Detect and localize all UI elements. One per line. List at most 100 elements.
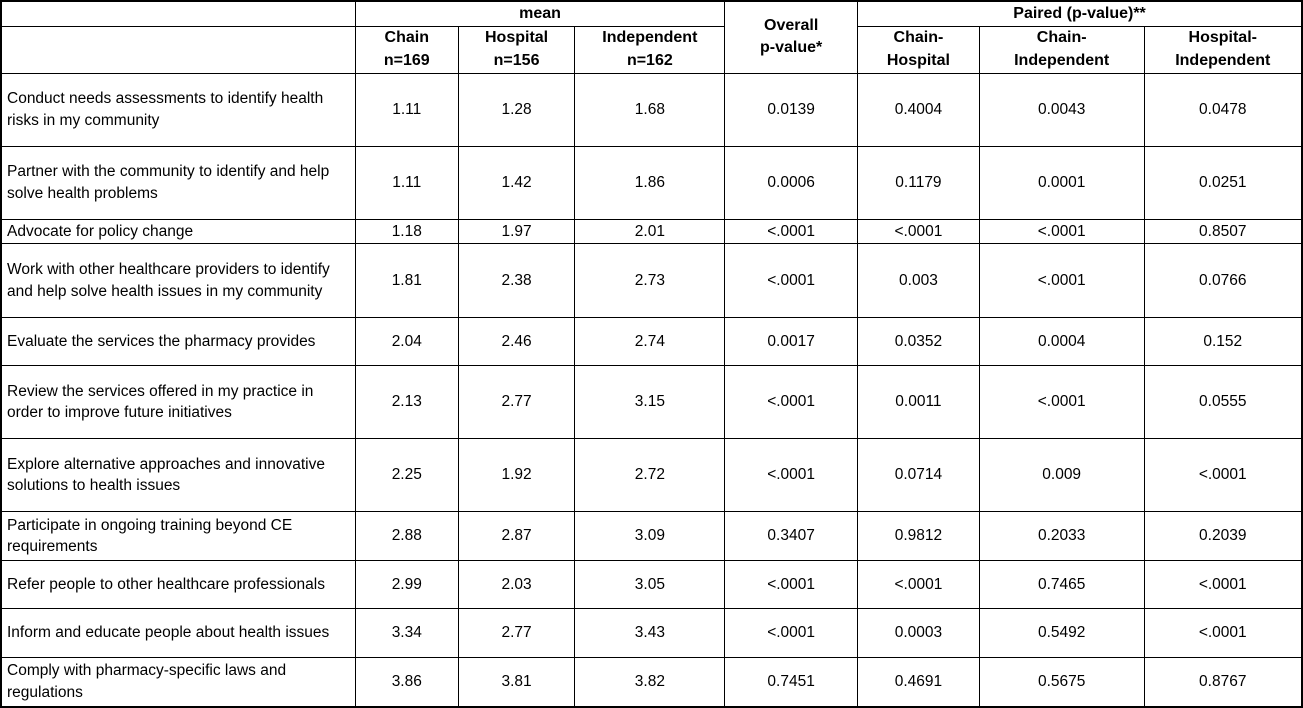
header-row-groups: mean Overall p-value* Paired (p-value)** [0, 0, 1303, 74]
paired-chain-independent-pvalue: <.0001 [978, 365, 1145, 440]
mean-chain-value: 2.99 [354, 560, 459, 610]
col-header-hospital-n: n=156 [493, 51, 540, 69]
table-body: Conduct needs assessments to identify he… [0, 72, 1303, 708]
paired-group-header: Paired (p-value)** [857, 0, 1303, 27]
table-row: Inform and educate people about health i… [0, 608, 1303, 659]
paired-hospital-independent-pvalue: 0.0555 [1143, 365, 1303, 440]
paired-chain-hospital-pvalue: 0.003 [857, 243, 980, 319]
overall-pvalue: 0.3407 [724, 511, 859, 562]
paired-chain-independent-pvalue: <.0001 [978, 243, 1145, 319]
mean-independent-value: 2.73 [574, 243, 726, 319]
mean-hospital-value: 1.97 [457, 218, 576, 245]
mean-chain-value: 2.25 [354, 438, 459, 513]
paired-hospital-independent-pvalue: 0.2039 [1143, 511, 1303, 562]
paired-hospital-independent-pvalue: <.0001 [1143, 608, 1303, 659]
paired-chain-independent-pvalue: <.0001 [978, 218, 1145, 245]
col-header-hospital-name: Hospital [485, 29, 549, 47]
col-header-hospital-independent-line1: Hospital- [1188, 29, 1257, 47]
col-header-chain-independent-line2: Independent [1014, 51, 1110, 69]
mean-chain-value: 2.13 [354, 365, 459, 440]
overall-pvalue: <.0001 [724, 243, 859, 319]
mean-hospital-value: 2.38 [457, 243, 576, 319]
mean-chain-value: 3.86 [354, 657, 459, 708]
activity-label: Refer people to other healthcare profess… [0, 560, 356, 610]
paired-chain-hospital-pvalue: 0.0011 [857, 365, 980, 440]
paired-chain-hospital-pvalue: 0.1179 [857, 145, 980, 220]
mean-hospital-value: 2.03 [457, 560, 576, 610]
col-header-chain-name: Chain [384, 29, 429, 47]
col-header-hospital-independent-line2: Independent [1175, 51, 1271, 69]
paired-chain-hospital-pvalue: 0.0352 [857, 317, 980, 367]
paired-chain-hospital-pvalue: 0.4691 [857, 657, 980, 708]
mean-group-header: mean [354, 0, 726, 27]
mean-independent-value: 3.43 [574, 608, 726, 659]
table-row: Refer people to other healthcare profess… [0, 560, 1303, 610]
paired-hospital-independent-pvalue: 0.0766 [1143, 243, 1303, 319]
col-header-chain-hospital: Chain- Hospital [857, 25, 980, 74]
mean-chain-value: 1.11 [354, 72, 459, 147]
table-row: Advocate for policy change 1.18 1.97 2.0… [0, 218, 1303, 245]
overall-pvalue: <.0001 [724, 438, 859, 513]
header-row-columns: Chain n=169 Hospital n=156 Independent n… [0, 25, 1303, 74]
table-row: Conduct needs assessments to identify he… [0, 72, 1303, 147]
col-header-hospital-independent: Hospital- Independent [1143, 25, 1303, 74]
activity-label: Explore alternative approaches and innov… [0, 438, 356, 513]
paired-hospital-independent-pvalue: 0.8507 [1143, 218, 1303, 245]
mean-independent-value: 1.68 [574, 72, 726, 147]
paired-chain-hospital-pvalue: <.0001 [857, 218, 980, 245]
table-row: Review the services offered in my practi… [0, 365, 1303, 440]
mean-chain-value: 1.81 [354, 243, 459, 319]
paired-chain-independent-pvalue: 0.5492 [978, 608, 1145, 659]
activity-label: Evaluate the services the pharmacy provi… [0, 317, 356, 367]
mean-independent-value: 3.82 [574, 657, 726, 708]
paired-chain-hospital-pvalue: 0.0003 [857, 608, 980, 659]
mean-hospital-value: 3.81 [457, 657, 576, 708]
col-header-independent: Independent n=162 [574, 25, 726, 74]
paired-hospital-independent-pvalue: 0.0478 [1143, 72, 1303, 147]
mean-chain-value: 3.34 [354, 608, 459, 659]
mean-chain-value: 2.88 [354, 511, 459, 562]
activity-label: Work with other healthcare providers to … [0, 243, 356, 319]
paired-chain-independent-pvalue: 0.0001 [978, 145, 1145, 220]
table-row: Evaluate the services the pharmacy provi… [0, 317, 1303, 367]
paired-chain-independent-pvalue: 0.0043 [978, 72, 1145, 147]
corner-cell-top [0, 0, 356, 27]
table-row: Partner with the community to identify a… [0, 145, 1303, 220]
mean-chain-value: 1.18 [354, 218, 459, 245]
col-header-chain: Chain n=169 [354, 25, 459, 74]
paired-hospital-independent-pvalue: <.0001 [1143, 560, 1303, 610]
mean-independent-value: 2.72 [574, 438, 726, 513]
table-row: Work with other healthcare providers to … [0, 243, 1303, 319]
table-row: Explore alternative approaches and innov… [0, 438, 1303, 513]
overall-pvalue: <.0001 [724, 608, 859, 659]
mean-hospital-value: 1.28 [457, 72, 576, 147]
mean-independent-value: 1.86 [574, 145, 726, 220]
mean-hospital-value: 1.92 [457, 438, 576, 513]
paired-chain-independent-pvalue: 0.5675 [978, 657, 1145, 708]
col-header-chain-independent-line1: Chain- [1036, 29, 1087, 47]
paired-chain-independent-pvalue: 0.009 [978, 438, 1145, 513]
mean-chain-value: 2.04 [354, 317, 459, 367]
mean-independent-value: 2.01 [574, 218, 726, 245]
paired-hospital-independent-pvalue: 0.8767 [1143, 657, 1303, 708]
overall-pvalue: <.0001 [724, 560, 859, 610]
overall-pvalue: <.0001 [724, 218, 859, 245]
activity-label: Review the services offered in my practi… [0, 365, 356, 440]
mean-hospital-value: 2.46 [457, 317, 576, 367]
col-header-hospital: Hospital n=156 [457, 25, 576, 74]
col-header-chain-hospital-line2: Hospital [886, 51, 950, 69]
overall-pvalue-header-line2: p-value* [760, 39, 823, 57]
col-header-independent-n: n=162 [626, 51, 673, 69]
activity-label: Conduct needs assessments to identify he… [0, 72, 356, 147]
overall-pvalue: <.0001 [724, 365, 859, 440]
table-row: Participate in ongoing training beyond C… [0, 511, 1303, 562]
activity-label: Participate in ongoing training beyond C… [0, 511, 356, 562]
mean-independent-value: 3.15 [574, 365, 726, 440]
mean-hospital-value: 2.77 [457, 608, 576, 659]
paired-hospital-independent-pvalue: 0.0251 [1143, 145, 1303, 220]
paired-chain-independent-pvalue: 0.2033 [978, 511, 1145, 562]
paired-chain-independent-pvalue: 0.7465 [978, 560, 1145, 610]
activity-label: Advocate for policy change [0, 218, 356, 245]
mean-hospital-value: 2.77 [457, 365, 576, 440]
mean-independent-value: 2.74 [574, 317, 726, 367]
